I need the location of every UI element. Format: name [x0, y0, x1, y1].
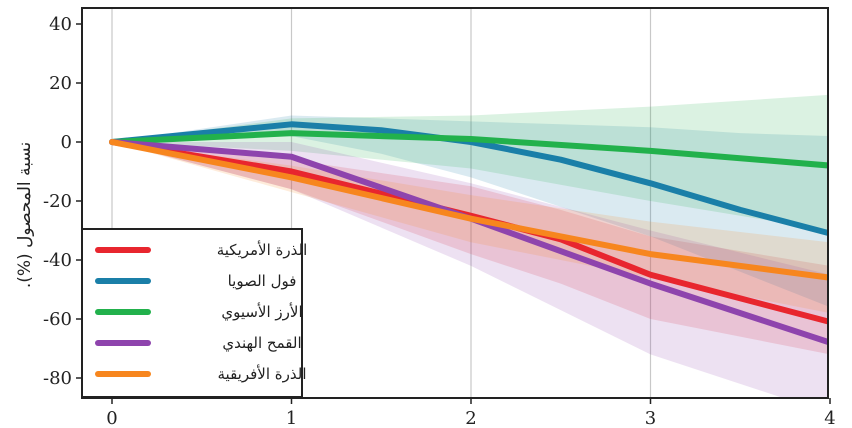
y-tick-label-5: -60 — [43, 309, 72, 330]
legend-label-2: الأرز الأسيوي — [221, 302, 302, 322]
band-series-2 — [112, 94, 828, 231]
y-tick-label-0: 40 — [49, 14, 72, 35]
legend-label-3: القمح الهندي — [222, 334, 301, 353]
legend-label-0: الذرة الأمريكية — [217, 240, 308, 259]
line-series-1 — [109, 121, 828, 237]
line-series-4 — [109, 139, 828, 281]
band-series-4 — [112, 142, 828, 313]
line-series-2 — [109, 130, 828, 169]
legend: الذرة الأمريكية فول الصويا الأرز الأسيوي ال… — [81, 228, 308, 398]
series-lines — [109, 121, 828, 346]
y-tick-label-2: 0 — [61, 132, 72, 153]
x-tick-label-4: 4 — [824, 408, 835, 428]
band-series-0 — [112, 142, 828, 355]
confidence-bands — [112, 94, 828, 398]
legend-label-4: الذرة الأفريقية — [218, 364, 307, 383]
band-series-1 — [112, 115, 828, 307]
y-tick-label-1: 20 — [49, 73, 72, 94]
band-series-3 — [112, 142, 828, 398]
plot-frame — [81, 7, 829, 399]
x-tick-label-2: 2 — [465, 408, 476, 428]
x-tick-label-3: 3 — [645, 408, 656, 428]
y-axis-ticks: 40 20 0 -20 -40 -60 -80 — [43, 14, 82, 389]
y-tick-label-4: -40 — [43, 250, 72, 271]
legend-label-1: فول الصويا — [228, 272, 297, 290]
x-axis-ticks: 0 1 2 3 4 — [106, 398, 836, 428]
x-tick-label-1: 1 — [286, 408, 297, 428]
y-axis-label: نسبة المحصول (%). — [15, 142, 35, 288]
y-tick-label-3: -20 — [43, 191, 72, 212]
x-tick-label-0: 0 — [106, 408, 117, 428]
y-tick-label-6: -80 — [43, 368, 72, 389]
